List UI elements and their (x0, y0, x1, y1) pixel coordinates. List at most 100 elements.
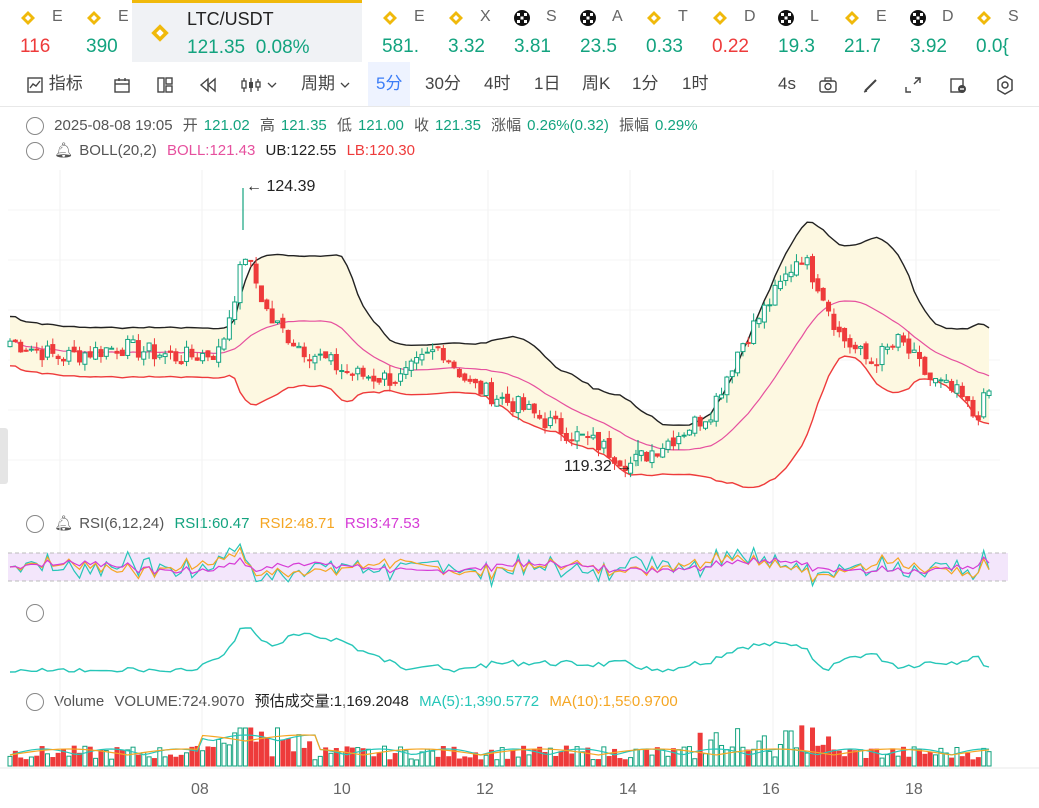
ticker-item[interactable]: T 0.33 (626, 0, 692, 62)
volume-bar (526, 754, 532, 767)
volume-bar (226, 744, 232, 767)
interval-4h[interactable]: 4时 (484, 74, 511, 93)
ticker-item[interactable]: S 3.81 (494, 0, 560, 62)
change-value: 0.26%(0.32) (527, 117, 609, 134)
volume-bar (713, 732, 719, 767)
candle-body (301, 346, 307, 358)
ticker-item[interactable]: D 3.92 (890, 0, 956, 62)
screenshot-button[interactable] (818, 62, 838, 106)
candle-body (119, 349, 125, 357)
volume-bar (686, 746, 692, 767)
bell-icon[interactable]: 🔔︎ (54, 142, 74, 159)
candle-body (836, 326, 842, 333)
bell-icon[interactable]: 🔔︎ (54, 515, 74, 532)
ticker-item[interactable]: E 116 (0, 0, 66, 62)
candle-body (478, 380, 484, 395)
candle-body (670, 437, 676, 447)
volume-bar (537, 746, 543, 767)
replay-button[interactable] (198, 62, 218, 106)
candle-body (863, 343, 869, 360)
candle-body (109, 347, 115, 350)
chart-type-button[interactable] (240, 62, 277, 106)
collapse-icon[interactable] (26, 515, 44, 534)
volume-bar (130, 746, 136, 767)
volume-bar (424, 748, 430, 767)
delete-drawings-button[interactable] (948, 62, 968, 106)
candle-body (157, 354, 163, 358)
collapse-icon[interactable] (26, 693, 44, 712)
period-dropdown[interactable]: 周期 (301, 62, 350, 106)
volume-bar (804, 752, 810, 767)
indicator-button[interactable]: 指标 (26, 62, 83, 106)
interval-1m[interactable]: 1分 (632, 74, 659, 93)
interval-1h[interactable]: 1时 (682, 74, 709, 93)
candle-body (879, 345, 885, 366)
candle-body (146, 342, 152, 352)
volume-bar (927, 751, 933, 767)
volume-bar (751, 748, 757, 767)
layout-button[interactable] (156, 62, 174, 106)
volume-bar (98, 749, 104, 767)
expand-icon[interactable] (26, 604, 44, 623)
expand-button[interactable] (904, 62, 922, 106)
volume-bar (906, 756, 912, 767)
ticker-symbol: D (744, 8, 756, 25)
ticker-item[interactable]: S 0.0{ (956, 0, 1022, 62)
candle-body (275, 320, 280, 324)
ticker-price: 3.92 (910, 36, 947, 57)
volume-bar (360, 748, 366, 767)
candle-body (462, 373, 468, 381)
volume-bar (959, 756, 965, 767)
candle-body (125, 338, 131, 356)
ticker-item[interactable]: E 390 (66, 0, 132, 62)
calendar-button[interactable] (113, 62, 131, 106)
candle-body (531, 403, 537, 414)
candle-body (793, 261, 799, 276)
collapse-icon[interactable] (26, 117, 44, 136)
drawer-handle[interactable] (0, 428, 8, 484)
volume-bar (119, 749, 125, 767)
ticker-symbol: S (1008, 8, 1019, 25)
interval-1d[interactable]: 1日 (534, 74, 561, 93)
chevron-down-icon (267, 82, 277, 88)
open-label: 开 (182, 117, 198, 134)
volume-bar (724, 749, 730, 767)
candle-body (890, 345, 896, 348)
interval-5m[interactable]: 5分 (368, 62, 411, 106)
interval-30m[interactable]: 30分 (425, 74, 461, 93)
candle-body (232, 301, 238, 321)
candle-body (933, 378, 939, 384)
volume-bar (66, 755, 72, 767)
volume-ma5: MA(5):1,390.5772 (419, 693, 540, 710)
volume-bar (87, 746, 93, 767)
candle-body (761, 304, 767, 323)
ticker-item[interactable]: D 0.22 (692, 0, 758, 62)
ticker-item[interactable]: L 19.3 (758, 0, 824, 62)
volume-bar (451, 746, 457, 767)
candle-body (291, 342, 297, 347)
collapse-icon[interactable] (26, 142, 44, 161)
ticker-item[interactable]: A 23.5 (560, 0, 626, 62)
volume-bar (408, 758, 414, 767)
ticker-item[interactable]: X 3.32 (428, 0, 494, 62)
interval-1w[interactable]: 周K (582, 74, 611, 93)
candle-body (398, 373, 404, 382)
refresh-interval-button[interactable]: 4s (778, 74, 796, 93)
expand-icon (905, 76, 921, 93)
volume-bar (911, 746, 917, 767)
pencil-icon (863, 78, 877, 93)
okx-icon (580, 10, 596, 26)
candle-body (66, 349, 72, 362)
volume-bar (510, 750, 516, 767)
volume-bar (403, 750, 409, 767)
ticker-price: 3.81 (514, 36, 551, 57)
ticker-item[interactable]: LTC/USDT 121.35 0.08% (132, 0, 362, 62)
ticker-item[interactable]: E 21.7 (824, 0, 890, 62)
candle-body (906, 338, 912, 354)
candle-body (697, 416, 703, 427)
volume-bar (761, 735, 767, 767)
draw-button[interactable] (862, 62, 880, 106)
candle-body (50, 344, 56, 354)
settings-button[interactable] (995, 62, 1015, 106)
ticker-item[interactable]: E 581. (362, 0, 428, 62)
